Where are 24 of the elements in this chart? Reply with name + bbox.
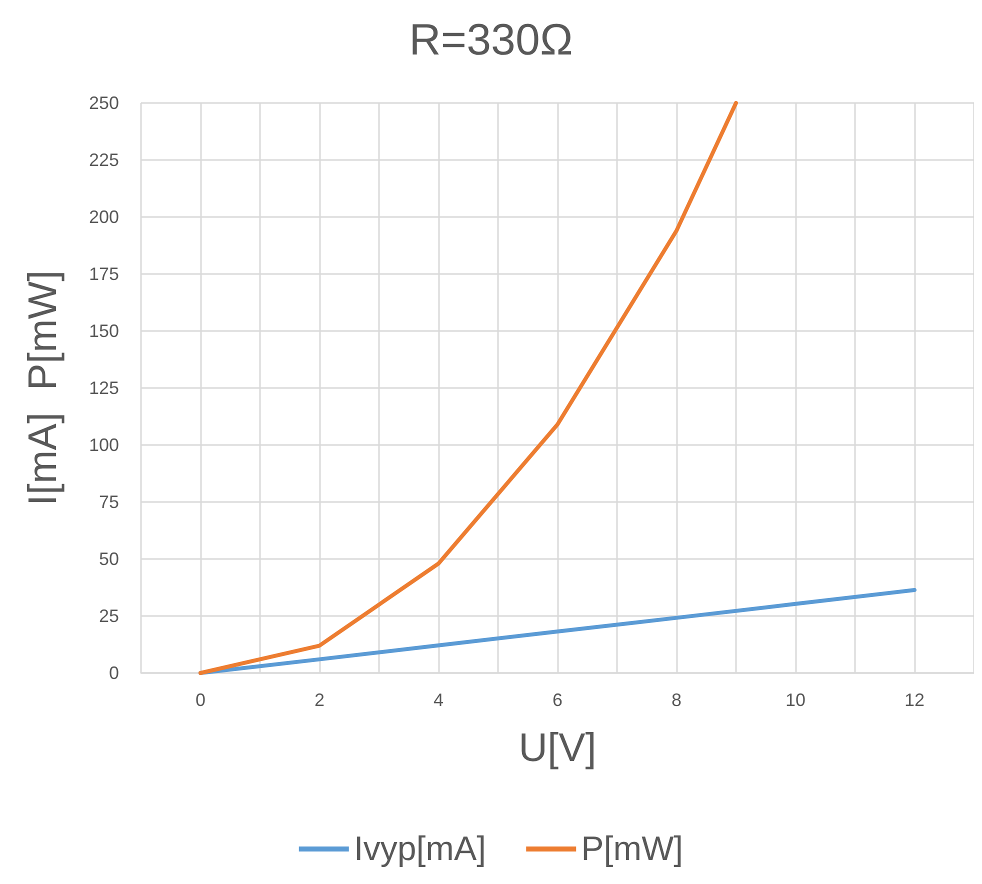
x-tick-label: 10 bbox=[785, 690, 806, 710]
x-tick-label: 6 bbox=[552, 690, 563, 710]
y-tick-label: 25 bbox=[98, 606, 119, 626]
y-tick-label: 125 bbox=[88, 378, 119, 398]
y-tick-label: 100 bbox=[88, 435, 119, 455]
x-tick-label: 4 bbox=[433, 690, 444, 710]
x-tick-label: 2 bbox=[314, 690, 325, 710]
legend-label: P[mW] bbox=[581, 830, 684, 868]
x-axis-title: U[V] bbox=[518, 726, 596, 770]
y-tick-label: 175 bbox=[88, 264, 119, 284]
y-axis-title: I[mA] P[mW] bbox=[21, 270, 65, 506]
y-tick-label: 250 bbox=[88, 93, 119, 113]
y-tick-label: 150 bbox=[88, 321, 119, 341]
line-series bbox=[198, 101, 738, 675]
chart-title: R=330Ω bbox=[409, 16, 573, 64]
y-tick-label: 225 bbox=[88, 150, 119, 170]
y-tick-label: 0 bbox=[108, 663, 119, 683]
x-tick-label: 0 bbox=[195, 690, 206, 710]
y-tick-label: 75 bbox=[98, 492, 119, 512]
x-tick-label: 8 bbox=[671, 690, 682, 710]
x-tick-label: 12 bbox=[904, 690, 925, 710]
legend-label: Ivyp[mA] bbox=[354, 830, 486, 868]
y-tick-label: 50 bbox=[98, 549, 119, 569]
y-tick-label: 200 bbox=[88, 207, 119, 227]
